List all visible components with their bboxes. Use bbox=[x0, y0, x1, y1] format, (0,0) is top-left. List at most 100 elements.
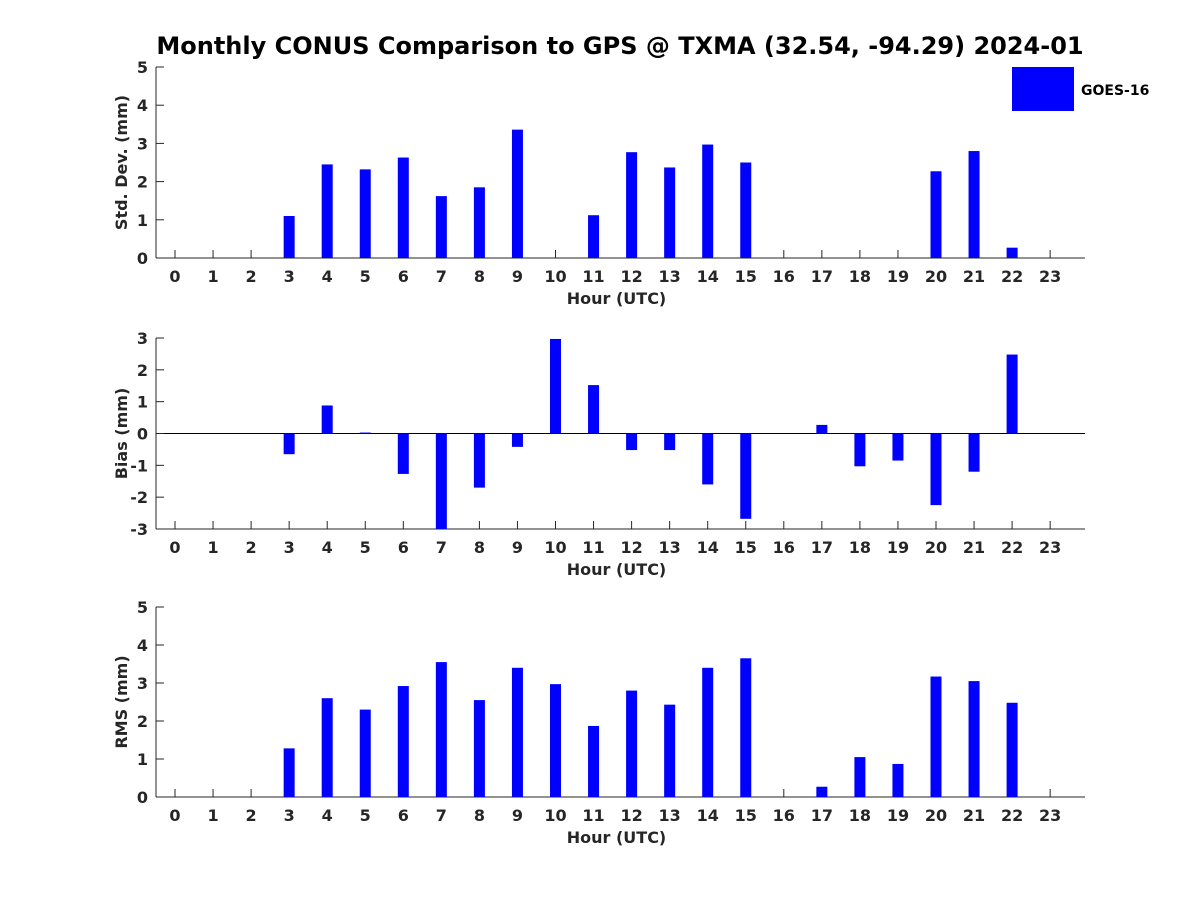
x-tick-label: 20 bbox=[925, 267, 947, 286]
bar-bias-hour-18 bbox=[854, 433, 866, 467]
x-tick-label: 1 bbox=[207, 806, 218, 825]
x-tick-label: 6 bbox=[398, 267, 409, 286]
bar-bias-hour-19 bbox=[892, 433, 904, 461]
bar-rms-hour-9 bbox=[511, 667, 523, 797]
chart-title: Monthly CONUS Comparison to GPS @ TXMA (… bbox=[156, 32, 1083, 60]
x-tick-label: 13 bbox=[659, 538, 681, 557]
x-tick-label: 15 bbox=[735, 267, 757, 286]
bar-bias-hour-5 bbox=[359, 432, 371, 434]
bar-rms-hour-5 bbox=[359, 709, 371, 797]
bar-std-hour-6 bbox=[397, 157, 409, 258]
x-tick-label: 4 bbox=[322, 806, 333, 825]
bar-std-hour-13 bbox=[664, 167, 676, 258]
x-tick-label: 3 bbox=[284, 538, 295, 557]
x-tick-label: 14 bbox=[697, 267, 719, 286]
x-tick-label: 10 bbox=[544, 806, 566, 825]
y-tick-label: 3 bbox=[137, 329, 148, 348]
bar-std-hour-22 bbox=[1006, 247, 1018, 258]
bar-rms-hour-11 bbox=[588, 725, 600, 797]
x-tick-label: 21 bbox=[963, 267, 985, 286]
x-tick-label: 20 bbox=[925, 806, 947, 825]
bar-std-hour-7 bbox=[435, 196, 447, 258]
bar-rms-hour-19 bbox=[892, 763, 904, 797]
y-tick-label: 5 bbox=[137, 58, 148, 77]
x-tick-label: 4 bbox=[322, 538, 333, 557]
x-tick-label: 19 bbox=[887, 806, 909, 825]
bar-bias-hour-17 bbox=[816, 424, 828, 434]
x-tick-label: 2 bbox=[246, 806, 257, 825]
x-tick-label: 14 bbox=[697, 538, 719, 557]
bar-rms-hour-20 bbox=[930, 676, 942, 797]
y-tick-label: 0 bbox=[137, 249, 148, 268]
y-tick-label: 4 bbox=[137, 636, 148, 655]
y-tick-label: -1 bbox=[130, 456, 148, 475]
y-axis-label: RMS (mm) bbox=[112, 655, 131, 748]
y-tick-label: 5 bbox=[137, 598, 148, 617]
x-tick-label: 12 bbox=[620, 538, 642, 557]
x-tick-label: 0 bbox=[169, 267, 180, 286]
bar-std-hour-20 bbox=[930, 171, 942, 258]
x-axis-label: Hour (UTC) bbox=[567, 289, 667, 308]
bar-bias-hour-13 bbox=[664, 433, 676, 451]
bar-std-hour-21 bbox=[968, 151, 980, 258]
y-tick-label: 4 bbox=[137, 96, 148, 115]
bar-bias-hour-10 bbox=[550, 338, 561, 434]
x-tick-label: 4 bbox=[322, 267, 333, 286]
bar-rms-hour-22 bbox=[1006, 702, 1018, 797]
y-axis-label: Std. Dev. (mm) bbox=[112, 95, 131, 230]
bar-std-hour-5 bbox=[359, 169, 371, 258]
y-axis-label: Bias (mm) bbox=[112, 388, 131, 480]
bar-rms-hour-12 bbox=[626, 690, 638, 797]
bar-bias-hour-7 bbox=[435, 433, 447, 529]
x-tick-label: 12 bbox=[620, 806, 642, 825]
bar-bias-hour-9 bbox=[511, 433, 523, 447]
x-tick-label: 8 bbox=[474, 538, 485, 557]
x-tick-label: 8 bbox=[474, 806, 485, 825]
x-tick-label: 20 bbox=[925, 538, 947, 557]
bar-rms-hour-17 bbox=[816, 786, 828, 797]
bar-std-hour-14 bbox=[702, 144, 714, 258]
x-tick-label: 2 bbox=[246, 267, 257, 286]
legend-swatch bbox=[1012, 67, 1074, 111]
bar-rms-hour-4 bbox=[321, 698, 333, 797]
x-tick-label: 16 bbox=[773, 806, 795, 825]
x-tick-label: 17 bbox=[811, 267, 833, 286]
bar-rms-hour-3 bbox=[283, 748, 295, 797]
bar-rms-hour-8 bbox=[473, 700, 485, 797]
bar-std-hour-12 bbox=[626, 152, 638, 258]
x-tick-label: 2 bbox=[246, 538, 257, 557]
x-tick-label: 1 bbox=[207, 538, 218, 557]
x-tick-label: 18 bbox=[849, 267, 871, 286]
x-tick-label: 23 bbox=[1039, 267, 1061, 286]
x-tick-label: 15 bbox=[735, 538, 757, 557]
bar-bias-hour-20 bbox=[930, 433, 942, 506]
x-tick-label: 5 bbox=[360, 267, 371, 286]
x-tick-label: 22 bbox=[1001, 806, 1023, 825]
x-tick-label: 11 bbox=[582, 538, 604, 557]
x-tick-label: 5 bbox=[360, 806, 371, 825]
x-tick-label: 10 bbox=[544, 267, 566, 286]
bar-bias-hour-8 bbox=[473, 433, 485, 488]
x-tick-label: 5 bbox=[360, 538, 371, 557]
x-tick-label: 6 bbox=[398, 806, 409, 825]
x-tick-label: 6 bbox=[398, 538, 409, 557]
bar-bias-hour-4 bbox=[321, 405, 333, 434]
x-tick-label: 12 bbox=[620, 267, 642, 286]
x-tick-label: 16 bbox=[773, 267, 795, 286]
x-tick-label: 17 bbox=[811, 538, 833, 557]
x-tick-label: 3 bbox=[284, 806, 295, 825]
bar-bias-hour-6 bbox=[397, 433, 409, 474]
y-tick-label: 1 bbox=[137, 393, 148, 412]
x-tick-label: 13 bbox=[659, 806, 681, 825]
x-tick-label: 7 bbox=[436, 267, 447, 286]
bar-std-hour-9 bbox=[511, 129, 523, 258]
bar-rms-hour-15 bbox=[740, 658, 752, 797]
y-tick-label: 0 bbox=[137, 425, 148, 444]
bar-bias-hour-12 bbox=[626, 433, 638, 451]
bar-rms-hour-6 bbox=[397, 686, 409, 797]
